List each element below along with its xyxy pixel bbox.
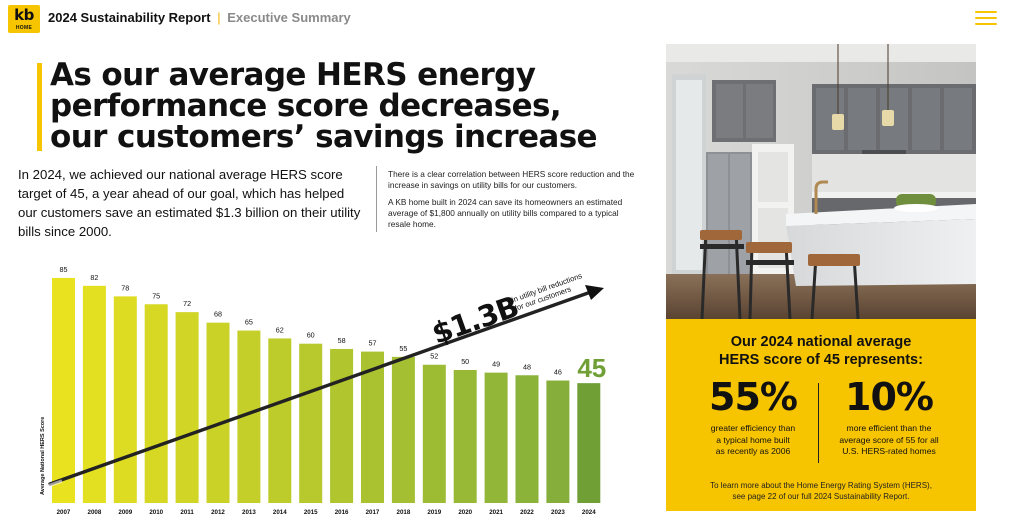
- bar-2010: [144, 304, 168, 503]
- year-label: 2008: [88, 509, 102, 516]
- hamburger-menu-icon[interactable]: [975, 11, 997, 25]
- hers-score-chart: 85 82 78 75 72 68 65 62 60 58 57 55 52 50 49 48 46 45 200…: [40, 265, 606, 516]
- bar-2009: [113, 296, 137, 503]
- year-label: 2011: [180, 509, 194, 516]
- value-label: 49: [492, 360, 500, 369]
- learn-more-line-1: To learn more about the Home Energy Rati…: [710, 481, 932, 490]
- year-label: 2010: [149, 509, 163, 516]
- stat-desc-line: as recently as 2006: [715, 446, 791, 456]
- trend-arrowhead: [585, 285, 604, 300]
- side-note-correlation: There is a clear correlation between HER…: [388, 169, 635, 190]
- year-label: 2012: [211, 509, 225, 516]
- value-label: 85: [60, 265, 68, 274]
- value-label: 60: [307, 331, 315, 340]
- bar-2013: [237, 330, 261, 503]
- value-label: 46: [554, 368, 562, 377]
- year-label: 2018: [397, 509, 411, 516]
- side-note-savings: A KB home built in 2024 can save its hom…: [388, 197, 623, 229]
- year-label: 2016: [335, 509, 349, 516]
- stat-value: 10%: [845, 375, 934, 419]
- year-label: 2013: [242, 509, 256, 516]
- stat-divider: [818, 383, 819, 463]
- bar-2023: [546, 380, 570, 503]
- bar-2019: [422, 364, 446, 503]
- bar-2017: [361, 351, 384, 503]
- year-label: 2009: [118, 509, 132, 516]
- bar-2008: [82, 285, 106, 503]
- value-label: 82: [90, 273, 98, 282]
- report-title: 2024 Sustainability Report: [48, 10, 211, 25]
- side-notes: There is a clear correlation between HER…: [388, 169, 638, 230]
- summary-title-line-1: Our 2024 national average: [730, 334, 912, 350]
- year-label: 2017: [366, 509, 380, 516]
- year-label: 2023: [551, 509, 565, 516]
- value-label: 55: [399, 344, 407, 353]
- stat-efficiency-vs-average: 10% more efficient than the average scor…: [819, 377, 959, 458]
- year-label: 2015: [304, 509, 318, 516]
- value-label: 62: [276, 325, 284, 334]
- bar-2018: [391, 356, 415, 503]
- stat-desc-line: a typical home built: [716, 434, 790, 445]
- hers-learn-more[interactable]: To learn more about the Home Energy Rati…: [666, 480, 976, 502]
- headline-accent-bar: [37, 63, 42, 151]
- year-label: 2007: [57, 509, 71, 516]
- value-label: 50: [461, 357, 469, 366]
- logo-text-kb: kb: [14, 6, 34, 24]
- bar-2012: [206, 322, 230, 503]
- summary-title: Our 2024 national average HERS score of …: [666, 333, 976, 369]
- headline-line-2: performance score decreases,: [50, 88, 562, 124]
- bar-2007: [52, 277, 75, 503]
- kb-home-logo[interactable]: kb HOME: [8, 5, 40, 33]
- stat-desc-line: U.S. HERS-rated homes: [842, 446, 936, 456]
- intro-paragraph: In 2024, we achieved our national averag…: [18, 167, 361, 239]
- bar-2015: [299, 343, 323, 503]
- bar-2020: [453, 370, 477, 503]
- stat-desc-line: more efficient than the: [846, 423, 932, 433]
- year-label: 2024: [582, 509, 596, 516]
- value-label: 68: [214, 310, 222, 319]
- stat-desc-line: greater efficiency than: [710, 423, 796, 433]
- text-divider: [376, 166, 377, 232]
- hers-summary-panel: Our 2024 national average HERS score of …: [666, 319, 976, 511]
- learn-more-line-2: see page 22 of our full 2024 Sustainabil…: [732, 492, 910, 501]
- y-axis-label: Average National HERS Score: [40, 417, 46, 495]
- year-label: 2021: [489, 509, 503, 516]
- logo-text-home: HOME: [15, 25, 33, 31]
- value-label: 48: [523, 362, 531, 371]
- year-label: 2019: [427, 509, 441, 516]
- value-label: 57: [369, 339, 377, 348]
- year-label: 2020: [458, 509, 472, 516]
- headline-line-1: As our average HERS energy: [50, 57, 536, 93]
- value-label: 75: [152, 291, 160, 300]
- page-headline: As our average HERS energy performance s…: [50, 60, 650, 153]
- header-separator: |: [217, 10, 221, 25]
- stat-desc-line: average score of 55 for all: [839, 434, 939, 445]
- bar-2021: [484, 372, 508, 503]
- trend-line: [48, 291, 590, 486]
- bar-2016: [330, 348, 354, 503]
- stat-efficiency-vs-2006: 55% greater efficiency than a typical ho…: [683, 377, 823, 458]
- section-title: Executive Summary: [227, 10, 351, 25]
- bar-2022: [515, 375, 539, 503]
- value-label: 65: [245, 318, 253, 327]
- bar-2011: [175, 312, 199, 503]
- value-label: 72: [183, 299, 191, 308]
- bar-2024: [577, 383, 601, 503]
- value-label: 52: [430, 352, 438, 361]
- year-label: 2014: [273, 509, 287, 516]
- stat-description: more efficient than the average score of…: [819, 423, 959, 458]
- bar-2014: [268, 338, 292, 503]
- summary-title-line-2: HERS score of 45 represents:: [719, 352, 923, 368]
- report-header: 2024 Sustainability Report | Executive S…: [48, 10, 351, 25]
- trend-label: $1.3B: [428, 289, 523, 351]
- stat-description: greater efficiency than a typical home b…: [683, 423, 823, 458]
- value-label: 45: [577, 353, 606, 383]
- value-label: 78: [121, 283, 129, 292]
- year-label: 2022: [520, 509, 534, 516]
- stat-value: 55%: [709, 375, 798, 419]
- headline-line-3: our customers’ savings increase: [50, 119, 598, 155]
- kitchen-photo: [666, 44, 976, 319]
- value-label: 58: [338, 336, 346, 345]
